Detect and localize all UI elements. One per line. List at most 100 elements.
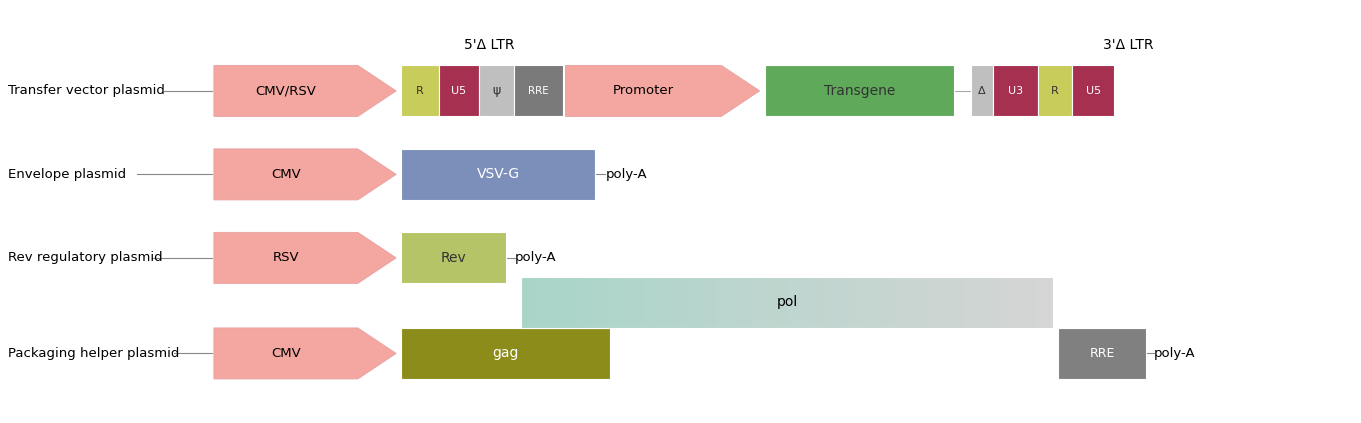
Bar [853, 277, 855, 328]
Bar [638, 277, 640, 328]
Text: Rev regulatory plasmid: Rev regulatory plasmid [8, 251, 162, 264]
Bar [597, 277, 599, 328]
Bar [769, 277, 772, 328]
Bar [708, 277, 709, 328]
Bar [715, 277, 716, 328]
Bar [954, 277, 957, 328]
Bar [513, 66, 563, 116]
Bar [953, 277, 954, 328]
Bar [551, 277, 553, 328]
Bar [664, 277, 667, 328]
Bar [668, 277, 671, 328]
Bar [595, 277, 597, 328]
Bar [762, 277, 765, 328]
Bar [746, 277, 749, 328]
Bar [640, 277, 642, 328]
Bar [784, 277, 785, 328]
Bar [792, 277, 795, 328]
Bar [1002, 277, 1004, 328]
Bar [868, 277, 871, 328]
Bar [836, 277, 837, 328]
Bar [659, 277, 661, 328]
Text: U3: U3 [1007, 86, 1022, 96]
Bar [949, 277, 951, 328]
Bar [838, 277, 841, 328]
Bar [691, 277, 694, 328]
Bar [685, 277, 686, 328]
Bar [646, 277, 649, 328]
Bar [878, 277, 881, 328]
Bar [534, 277, 535, 328]
Bar [1029, 277, 1030, 328]
Bar [851, 277, 853, 328]
Text: U5: U5 [452, 86, 467, 96]
Bar [721, 277, 724, 328]
Bar [901, 277, 902, 328]
Bar [755, 277, 757, 328]
Bar [1017, 277, 1018, 328]
Bar [943, 277, 946, 328]
Bar [401, 149, 595, 200]
Bar [1006, 277, 1007, 328]
Bar [629, 277, 632, 328]
Bar [984, 277, 987, 328]
Bar [765, 66, 954, 116]
Bar [826, 277, 829, 328]
Bar [626, 277, 627, 328]
Bar [539, 277, 540, 328]
Bar [757, 277, 759, 328]
Bar [778, 277, 780, 328]
Bar [977, 277, 980, 328]
Bar [645, 277, 648, 328]
Bar [947, 277, 949, 328]
Bar [734, 277, 736, 328]
Bar [544, 277, 546, 328]
Bar [671, 277, 674, 328]
Bar [1040, 277, 1041, 328]
Text: poly-A: poly-A [606, 168, 646, 181]
Bar [832, 277, 834, 328]
Text: CMV: CMV [271, 347, 301, 360]
Bar [827, 277, 830, 328]
Bar [686, 277, 689, 328]
Bar [1032, 277, 1034, 328]
Bar [743, 277, 744, 328]
Bar [680, 277, 683, 328]
Bar [787, 277, 789, 328]
Polygon shape [565, 66, 759, 116]
Bar [524, 277, 527, 328]
Bar [717, 277, 720, 328]
Bar [1045, 277, 1047, 328]
Bar [521, 277, 523, 328]
Bar [935, 277, 936, 328]
Bar [569, 277, 570, 328]
Bar [970, 277, 972, 328]
Bar [855, 277, 857, 328]
Text: RSV: RSV [272, 251, 299, 264]
Text: poly-A: poly-A [514, 251, 557, 264]
Bar [976, 277, 977, 328]
Bar [810, 277, 813, 328]
Bar [554, 277, 557, 328]
Bar [845, 277, 848, 328]
Bar [690, 277, 691, 328]
Bar [697, 277, 698, 328]
Bar [761, 277, 762, 328]
Bar [830, 277, 832, 328]
Bar [657, 277, 660, 328]
Bar [1043, 277, 1045, 328]
Bar [612, 277, 615, 328]
Bar [857, 277, 860, 328]
Bar [1019, 277, 1022, 328]
Bar [749, 277, 750, 328]
Bar [758, 277, 761, 328]
Bar [750, 277, 753, 328]
Bar [840, 277, 842, 328]
Bar [774, 277, 777, 328]
Polygon shape [214, 66, 396, 116]
Bar [651, 277, 652, 328]
Bar [965, 277, 966, 328]
Bar [1034, 277, 1036, 328]
Bar [607, 277, 610, 328]
Bar [889, 277, 890, 328]
